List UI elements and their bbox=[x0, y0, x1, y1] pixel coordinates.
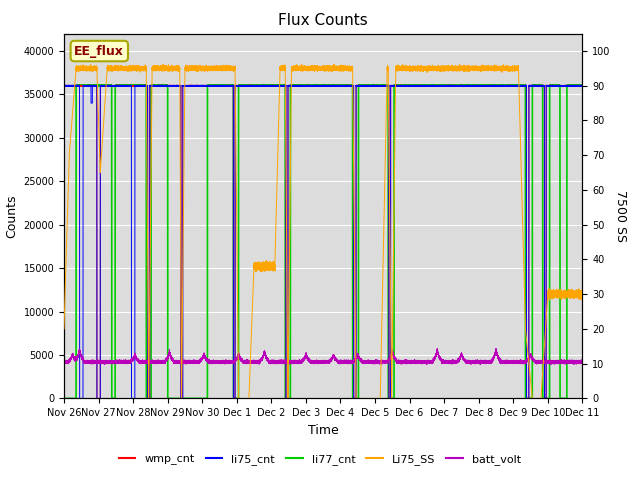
Y-axis label: Counts: Counts bbox=[5, 194, 18, 238]
Title: Flux Counts: Flux Counts bbox=[278, 13, 368, 28]
Text: EE_flux: EE_flux bbox=[74, 45, 124, 58]
X-axis label: Time: Time bbox=[308, 424, 339, 437]
Legend: wmp_cnt, li75_cnt, li77_cnt, Li75_SS, batt_volt: wmp_cnt, li75_cnt, li77_cnt, Li75_SS, ba… bbox=[115, 450, 525, 469]
Y-axis label: 7500 SS: 7500 SS bbox=[614, 190, 627, 242]
